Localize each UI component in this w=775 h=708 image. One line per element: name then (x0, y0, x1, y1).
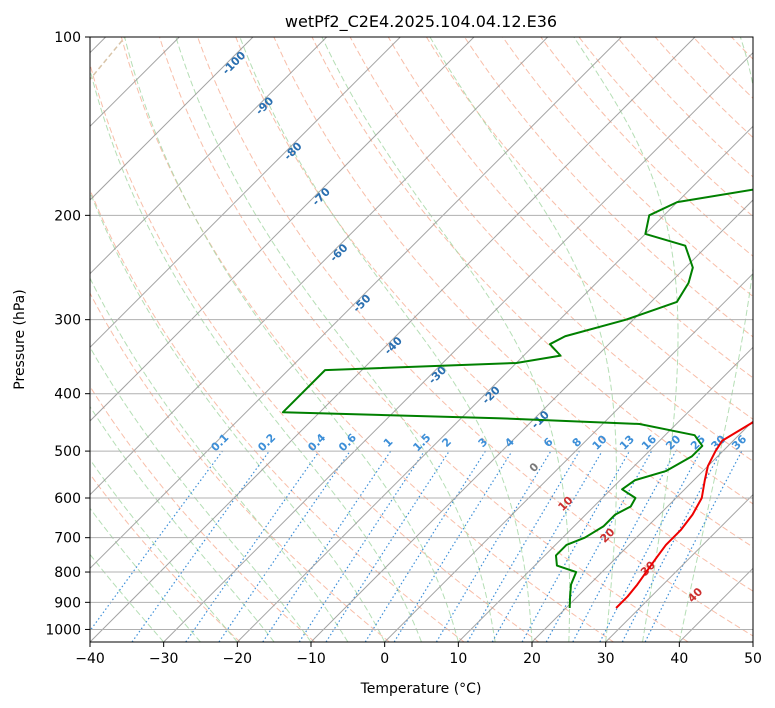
y-axis-title: Pressure (hPa) (12, 289, 28, 389)
y-tick-label: 300 (54, 313, 81, 329)
isotherm-line (457, 346, 753, 642)
x-tick-label: −20 (223, 651, 253, 667)
sounding-series (281, 188, 753, 609)
x-tick-label: 10 (449, 651, 467, 667)
dry-adiabat-line (120, 37, 614, 642)
y-tick-label: 200 (54, 208, 81, 224)
x-tick-label: −10 (296, 651, 326, 667)
moist-adiabat-line (239, 37, 533, 642)
moist-adiabat-line (90, 507, 201, 642)
y-tick-label: 900 (54, 595, 81, 611)
moist-adiabat-line (124, 37, 459, 642)
mixing-ratio-line (298, 450, 425, 642)
y-tick-label: 100 (54, 30, 81, 46)
mixing-ratio-lines (90, 450, 743, 642)
moist-adiabat-line (90, 67, 422, 642)
mixing-ratio-line (90, 450, 223, 632)
moist-adiabat-line (90, 458, 238, 642)
mixing-ratio-line (545, 450, 653, 642)
x-axis: −40 −30 −20 −10 0 10 20 30 40 50 (75, 642, 762, 667)
isotherm-line (90, 37, 475, 422)
dry-adiabat-line (349, 37, 753, 462)
x-tick-label: 20 (523, 651, 541, 667)
moist-adiabat-line (321, 37, 571, 642)
plot-area: -100-90-80-70-60-50-40-30-20-100.1 0.2 0.4… (90, 37, 753, 642)
y-tick-label: 600 (54, 491, 81, 507)
isotherm-line (90, 37, 401, 349)
isotherm-line (236, 125, 753, 642)
dry-adiabat-line (90, 473, 241, 642)
isotherm-line (384, 272, 753, 642)
y-tick-label: 1000 (45, 622, 81, 638)
dry-adiabats (90, 37, 753, 642)
isotherm-line (90, 37, 254, 201)
dry-adiabat-line (90, 292, 390, 642)
y-axis: 100 200 300 400 500 600 700 800 900 1000 (45, 30, 90, 638)
moist-adiabat-line (573, 37, 679, 642)
isotherm-line (310, 199, 753, 642)
plot-frame (89, 36, 754, 643)
mixing-ratio-line (572, 450, 677, 642)
mixing-ratio-line (185, 450, 320, 642)
moist-adiabat-line (90, 553, 165, 642)
y-tick-label: 500 (54, 444, 81, 460)
y-tick-label: 400 (54, 387, 81, 403)
dry-adiabat-line (159, 37, 689, 642)
x-tick-label: 40 (670, 651, 688, 667)
mixing-ratio-line (393, 450, 513, 642)
mixing-ratio-line (131, 450, 270, 642)
chart-title: wetPf2_C2E4.2025.104.04.12.E36 (285, 12, 557, 32)
dewpoint-profile (281, 188, 753, 609)
temperature-profile (615, 420, 753, 609)
y-tick-label: 700 (54, 531, 81, 547)
mixing-ratio-line (644, 450, 743, 642)
isotherm-line (531, 420, 753, 642)
x-tick-label: 30 (597, 651, 615, 667)
isotherm-line (90, 37, 696, 642)
isotherm-line (90, 37, 622, 570)
moist-adiabat-line (678, 37, 753, 642)
isotherm-line (163, 51, 753, 642)
mixing-ratio-line (218, 450, 351, 642)
mixing-ratio-line (262, 450, 392, 642)
mixing-ratio-line (521, 450, 631, 642)
x-tick-label: 50 (744, 651, 762, 667)
dry-adiabat-line (90, 385, 316, 642)
isotherm-line (90, 37, 549, 496)
x-tick-label: −30 (149, 651, 179, 667)
moist-adiabat-line (90, 346, 312, 642)
dry-adiabat-line (90, 188, 465, 642)
moist-adiabat-line (90, 405, 275, 642)
moist-adiabat-line (90, 190, 386, 642)
x-axis-title: Temperature (°C) (360, 681, 482, 697)
x-tick-label: 0 (380, 651, 389, 667)
moist-adiabat-line (90, 277, 349, 642)
isotherm-line (605, 493, 753, 642)
y-tick-label: 800 (54, 565, 81, 581)
x-tick-label: −40 (75, 651, 105, 667)
moist-adiabat-line (175, 37, 496, 642)
isotherm-line (90, 37, 328, 275)
moist-adiabats (90, 37, 753, 642)
pressure-gridlines (90, 37, 753, 630)
isotherms (90, 37, 753, 642)
mixing-ratio-line (325, 450, 450, 642)
dry-adiabat-line (90, 62, 540, 642)
dry-adiabat-line (197, 37, 753, 637)
moist-adiabat-line (429, 37, 617, 642)
dry-adiabat-line (387, 37, 753, 420)
dry-adiabat-line (235, 37, 753, 592)
dry-adiabat-line (311, 37, 753, 505)
